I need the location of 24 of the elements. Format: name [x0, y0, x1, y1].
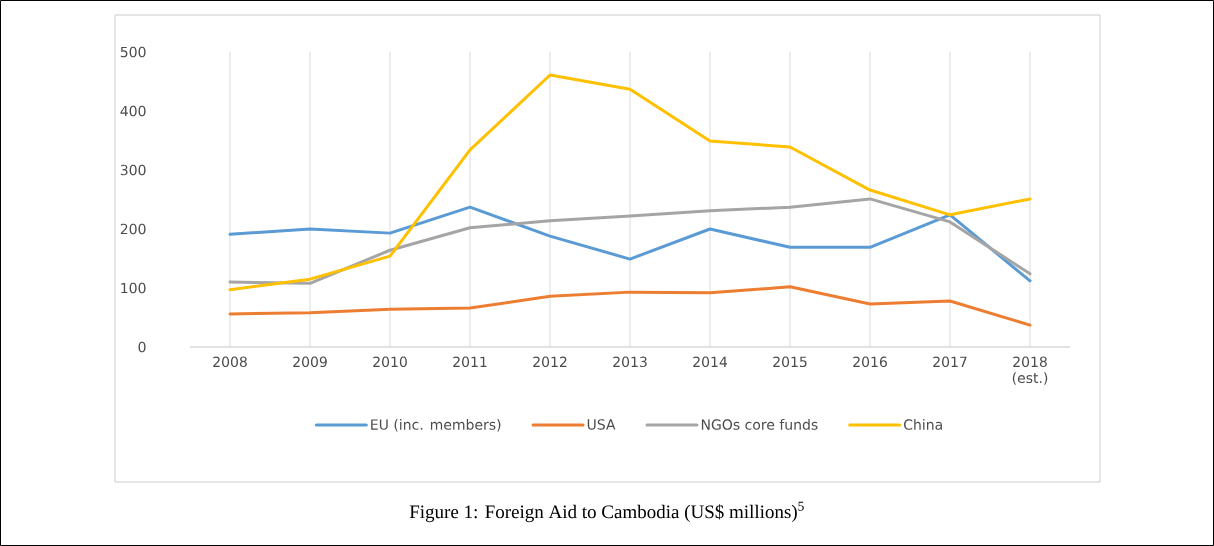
x-tick-label: 2017 — [933, 356, 967, 368]
x-tick-label: 2011 — [453, 356, 487, 368]
x-tick-label: 2010 — [373, 356, 407, 368]
x-tick-label: 2008 — [213, 356, 247, 368]
legend-label: NGOs core funds — [701, 419, 818, 430]
line-series — [228, 285, 1032, 327]
y-tick-label: 300 — [120, 164, 146, 176]
legend-label: EU (inc. members) — [371, 419, 501, 432]
x-tick-label: 2012 — [533, 356, 567, 368]
line-series — [228, 73, 1032, 292]
y-tick-label: 500 — [120, 46, 146, 58]
y-tick-label: 100 — [121, 282, 146, 294]
y-tick-label: 0 — [138, 341, 146, 353]
x-tick-label: 2015 — [773, 356, 807, 368]
y-tick-label: 400 — [120, 105, 146, 117]
y-tick-label: 200 — [120, 223, 146, 235]
x-tick-label: 2018 (est.) — [1012, 356, 1048, 385]
legend-label: China — [903, 419, 942, 430]
x-tick-label: 2014 — [693, 356, 728, 368]
legend-label: USA — [587, 419, 616, 430]
x-tick-label: 2013 — [613, 356, 647, 368]
x-tick-label: 2009 — [293, 356, 327, 368]
text: Figure 1: Foreign Aid to Cambodia (US$ millions)$^{5}$ — [409, 501, 804, 523]
x-tick-label: 2016 — [853, 356, 887, 368]
